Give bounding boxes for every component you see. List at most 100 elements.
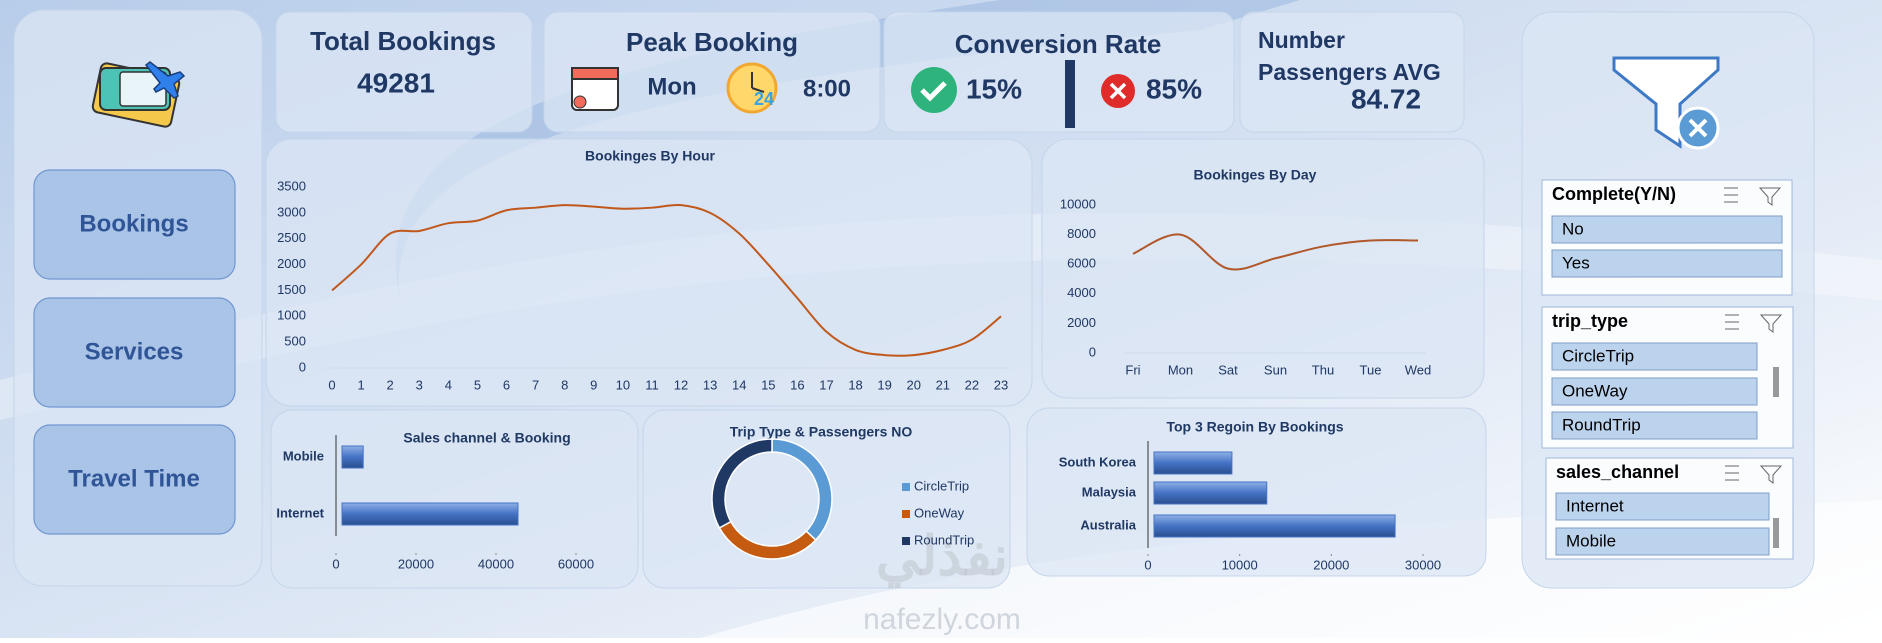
x-tick-label: 6	[503, 377, 510, 392]
pie-slice	[711, 438, 773, 529]
legend-label: OneWay	[914, 505, 965, 520]
kpi-card	[275, 11, 533, 133]
legend-label: RoundTrip	[914, 532, 974, 547]
y-tick-label: 10000	[1060, 196, 1096, 211]
y-tick-label: 500	[284, 334, 306, 349]
y-tick-label: Australia	[1080, 517, 1136, 532]
y-tick-label: 0	[1089, 344, 1096, 359]
slicer-icons[interactable]	[1724, 187, 1782, 206]
nav-button[interactable]	[33, 424, 236, 535]
x-tick-label: 5	[474, 377, 481, 392]
y-tick-label: 1500	[277, 282, 306, 297]
x-tick-label: Thu	[1312, 362, 1334, 377]
x-tick-label: 2	[387, 377, 394, 392]
slicer-item[interactable]	[1555, 527, 1770, 556]
bar	[1153, 481, 1268, 505]
x-tick-label: 40000	[478, 556, 514, 571]
y-tick-label: 4000	[1067, 285, 1096, 300]
chart-title: Sales channel & Booking	[403, 430, 570, 446]
ticket-icon	[91, 61, 186, 128]
y-tick-label: 2000	[1067, 315, 1096, 330]
calendar-icon	[571, 67, 619, 111]
chart-title: Trip Type & Passengers NO	[730, 424, 913, 440]
bar	[341, 445, 364, 469]
x-tick-label: 3	[416, 377, 423, 392]
nav-label[interactable]: Travel Time	[68, 465, 200, 492]
slicer-item-label[interactable]: Mobile	[1566, 531, 1616, 550]
y-tick-label: 0	[299, 359, 306, 374]
y-tick-label: South Korea	[1059, 454, 1137, 469]
nav-label[interactable]: Bookings	[79, 210, 188, 237]
x-tick-label: 0	[1144, 557, 1151, 572]
line	[331, 203, 1002, 357]
legend-label: CircleTrip	[914, 478, 969, 493]
slicer-title: Complete(Y/N)	[1552, 184, 1676, 204]
bar	[1153, 451, 1233, 475]
slicer-item-label[interactable]: Internet	[1566, 496, 1624, 515]
slicer-item-label[interactable]: No	[1562, 219, 1584, 238]
nav-button[interactable]	[33, 169, 236, 280]
slicer-icons[interactable]	[1725, 314, 1783, 333]
slicer-icons[interactable]	[1725, 465, 1783, 484]
slicer-item-label[interactable]: Yes	[1562, 253, 1590, 272]
x-tick-label: 16	[790, 377, 804, 392]
kpi-title: Passengers AVG	[1258, 59, 1441, 85]
x-tick-label: 30000	[1405, 557, 1441, 572]
scrollbar[interactable]	[1773, 518, 1779, 548]
x-tick-label: 4	[445, 377, 452, 392]
slicer-item[interactable]	[1551, 342, 1758, 371]
kpi-value: 8:00	[803, 75, 851, 102]
slicer-item[interactable]	[1551, 215, 1783, 244]
x-tick-label: 9	[590, 377, 597, 392]
x-tick-label: Tue	[1360, 362, 1382, 377]
x-tick-label: 1	[357, 377, 364, 392]
x-tick-label: 23	[994, 377, 1008, 392]
svg-text:24: 24	[754, 89, 774, 109]
x-tick-label: 8	[561, 377, 568, 392]
y-tick-label: 8000	[1067, 226, 1096, 241]
kpi-card	[543, 11, 881, 133]
kpi-title: Number	[1258, 27, 1345, 53]
slicer-item[interactable]	[1551, 249, 1783, 278]
nav-button[interactable]	[33, 297, 236, 408]
kpi-card	[883, 11, 1235, 133]
slicer-item-label[interactable]: CircleTrip	[1562, 346, 1634, 365]
slicer-item-label[interactable]: RoundTrip	[1562, 415, 1641, 434]
kpi-value: 84.72	[1351, 83, 1421, 114]
check-mark	[920, 81, 947, 102]
y-tick-label: 1000	[277, 308, 306, 323]
chart-title: Bookinges By Hour	[585, 148, 715, 164]
y-tick-label: Internet	[276, 505, 324, 520]
y-tick-label: Malaysia	[1082, 484, 1137, 499]
slicer-item[interactable]	[1555, 492, 1770, 521]
x-tick-label: 0	[332, 556, 339, 571]
x-tick-label: 11	[645, 377, 659, 392]
divider	[1065, 60, 1075, 128]
x-tick-label: 14	[732, 377, 746, 392]
x-tick-label: 15	[761, 377, 775, 392]
y-tick-label: 6000	[1067, 256, 1096, 271]
y-tick-label: 3000	[277, 204, 306, 219]
slicer-item[interactable]	[1551, 411, 1758, 440]
bar	[341, 502, 519, 526]
y-tick-label: 2000	[277, 256, 306, 271]
x-tick-label: 7	[532, 377, 539, 392]
slicer-item[interactable]	[1551, 377, 1758, 406]
nav-label[interactable]: Services	[85, 338, 184, 365]
slicer-item-label[interactable]: OneWay	[1562, 381, 1628, 400]
legend-swatch	[902, 537, 910, 545]
x-tick-label: Fri	[1125, 362, 1140, 377]
chart-title: Top 3 Regoin By Bookings	[1166, 419, 1343, 435]
x-tick-label: 13	[703, 377, 717, 392]
slicer-title: trip_type	[1552, 311, 1628, 331]
kpi-card	[1239, 11, 1465, 133]
x-tick-label: 20000	[398, 556, 434, 571]
check-icon	[911, 67, 957, 113]
x-tick-label: 19	[877, 377, 891, 392]
x-tick-label: Wed	[1405, 362, 1432, 377]
x-tick-label: 18	[848, 377, 862, 392]
bar	[1153, 514, 1396, 538]
scrollbar[interactable]	[1773, 367, 1779, 397]
